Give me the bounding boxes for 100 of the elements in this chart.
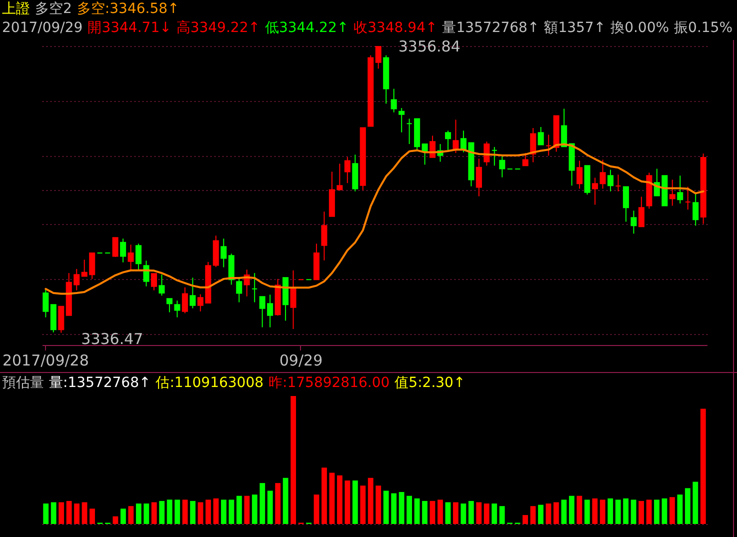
text: 量:13572768↑ bbox=[49, 375, 151, 391]
annotation: 3356.84 bbox=[398, 37, 460, 56]
bar bbox=[677, 494, 683, 524]
bar bbox=[476, 502, 482, 524]
bar bbox=[50, 502, 56, 524]
bar bbox=[700, 408, 706, 524]
candlestick bbox=[615, 174, 622, 192]
candlestick bbox=[290, 270, 296, 330]
candlestick bbox=[321, 211, 328, 261]
bar bbox=[499, 506, 505, 524]
text: 額1357↑ bbox=[544, 20, 606, 36]
bar bbox=[662, 498, 668, 524]
bar bbox=[600, 500, 606, 524]
candlestick bbox=[150, 273, 158, 291]
bar bbox=[74, 504, 80, 524]
chart-title: 預估量 bbox=[2, 375, 44, 391]
candlestick bbox=[684, 186, 691, 210]
bar bbox=[43, 504, 49, 524]
candlestick bbox=[530, 127, 536, 163]
candlestick bbox=[444, 130, 452, 152]
bar bbox=[344, 480, 350, 524]
bar bbox=[492, 504, 498, 524]
candlestick bbox=[677, 175, 684, 204]
candlestick bbox=[622, 186, 629, 222]
bar bbox=[252, 494, 258, 524]
x-tick-label: 2017/09/28 bbox=[2, 352, 89, 370]
bar bbox=[561, 500, 567, 524]
bar bbox=[376, 486, 382, 524]
candlestick bbox=[576, 160, 583, 190]
bar bbox=[360, 486, 366, 524]
bar bbox=[538, 504, 544, 524]
candlestick bbox=[499, 156, 506, 178]
bar bbox=[66, 500, 72, 524]
bar bbox=[213, 498, 219, 524]
bar bbox=[221, 500, 226, 524]
candlestick bbox=[220, 238, 227, 268]
bar bbox=[322, 468, 327, 524]
candlestick bbox=[522, 152, 528, 166]
x-tick-label: 09/29 bbox=[279, 352, 323, 370]
bar bbox=[568, 496, 574, 524]
bar bbox=[445, 502, 451, 524]
bar bbox=[352, 480, 358, 524]
bar bbox=[623, 498, 629, 524]
candlestick bbox=[638, 196, 644, 228]
bar bbox=[151, 502, 157, 524]
text: 開3344.71↓ bbox=[88, 20, 172, 36]
bar bbox=[398, 492, 404, 524]
candlestick bbox=[561, 108, 568, 148]
text: 值5:2.30↑ bbox=[394, 375, 466, 391]
bar bbox=[275, 483, 281, 524]
candlestick bbox=[344, 156, 350, 184]
candlestick bbox=[375, 46, 382, 70]
candlestick bbox=[491, 146, 498, 166]
bar bbox=[638, 500, 644, 524]
annotation: 3336.47 bbox=[81, 330, 144, 348]
candlestick bbox=[136, 243, 142, 270]
text: 換0.00% bbox=[610, 20, 670, 36]
bar bbox=[584, 500, 590, 524]
bar bbox=[608, 498, 614, 524]
candlestick bbox=[669, 179, 676, 206]
candlestick bbox=[120, 238, 126, 263]
candlestick bbox=[538, 126, 544, 146]
candlestick bbox=[128, 244, 134, 270]
bar bbox=[314, 494, 320, 524]
candlestick bbox=[452, 119, 459, 154]
text: 收3348.94↑ bbox=[354, 20, 438, 36]
candlestick bbox=[182, 286, 188, 314]
text: 估:1109163008 bbox=[156, 375, 264, 391]
candlestick bbox=[58, 306, 64, 334]
candlestick bbox=[190, 277, 196, 309]
bar bbox=[391, 493, 397, 524]
text: 低3344.22↑ bbox=[264, 20, 349, 36]
bar bbox=[592, 498, 598, 524]
bar bbox=[669, 497, 675, 524]
bar bbox=[206, 500, 211, 524]
bar bbox=[260, 483, 266, 524]
bar bbox=[90, 508, 95, 524]
bar bbox=[615, 500, 621, 524]
bar bbox=[128, 506, 134, 524]
bar bbox=[228, 500, 234, 524]
chart-title: 上證 bbox=[2, 1, 30, 17]
bar bbox=[468, 500, 474, 524]
text: 2017/09/29 bbox=[2, 20, 83, 36]
candlestick bbox=[692, 193, 699, 226]
bar bbox=[630, 500, 636, 524]
bar bbox=[144, 504, 150, 524]
text: 多空:3346.58↑ bbox=[76, 1, 180, 17]
bar bbox=[522, 515, 528, 524]
bar bbox=[198, 502, 204, 524]
text: 振0.15% bbox=[674, 20, 733, 36]
candlestick bbox=[252, 272, 258, 303]
candlestick bbox=[546, 134, 552, 156]
candlestick bbox=[398, 108, 405, 133]
bar bbox=[422, 500, 428, 524]
candlestick bbox=[143, 260, 150, 287]
candlestick bbox=[476, 158, 482, 197]
bar bbox=[159, 500, 165, 524]
bar bbox=[182, 500, 188, 524]
bar bbox=[236, 496, 242, 524]
candlestick bbox=[607, 169, 614, 192]
